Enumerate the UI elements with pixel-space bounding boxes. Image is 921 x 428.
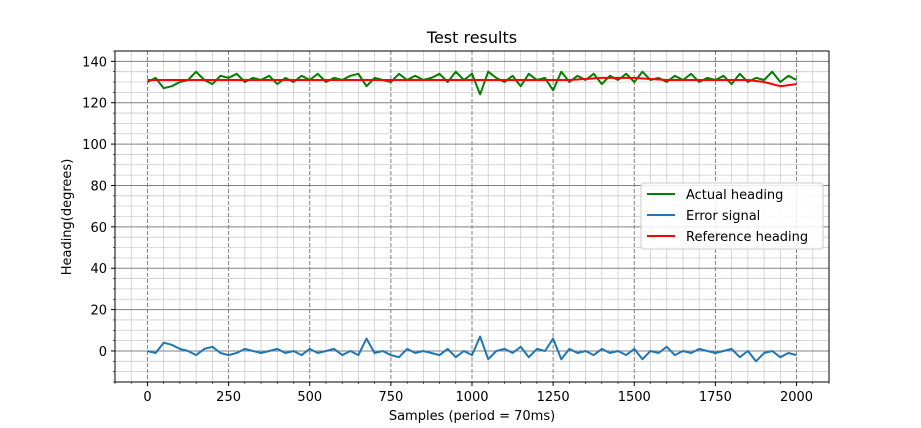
x-tick-label: 1250 [537,390,570,405]
x-tick-label: 1500 [618,390,651,405]
legend-label-reference-heading: Reference heading [686,230,808,245]
series-layer [147,70,797,363]
legend-label-actual-heading: Actual heading [686,188,783,203]
tick-labels: 0 250 500 750 1000 1250 1500 1750 2000 0 20 40 60 80 1… [82,55,813,405]
x-axis-title: Samples (period = 70ms) [389,409,555,424]
y-tick-label: 60 [90,221,107,236]
y-axis-title: Heading(degrees) [60,159,75,276]
x-tick-label: 500 [297,390,322,405]
legend-label-error-signal: Error signal [686,209,760,224]
y-tick-label: 40 [90,262,107,277]
axis-ticks [111,50,830,386]
series-line-error-signal [147,335,797,363]
x-tick-label: 1750 [699,390,732,405]
series-line-reference-heading [147,76,797,88]
major-grid [115,51,829,382]
x-tick-label: 750 [378,390,403,405]
y-tick-label: 80 [90,179,107,194]
x-tick-label: 250 [216,390,241,405]
series-line-actual-heading [147,70,797,96]
y-tick-label: 140 [82,55,107,70]
y-tick-label: 100 [82,138,107,153]
y-tick-label: 0 [99,345,107,360]
x-tick-label: 0 [143,390,151,405]
legend-frame [640,182,824,250]
x-tick-label: 1000 [455,390,488,405]
y-tick-label: 120 [82,97,107,112]
chart-title: Test results [426,28,517,47]
legend: Actual heading Error signal Reference he… [640,182,824,250]
y-tick-label: 20 [90,304,107,319]
x-tick-label: 2000 [780,390,813,405]
